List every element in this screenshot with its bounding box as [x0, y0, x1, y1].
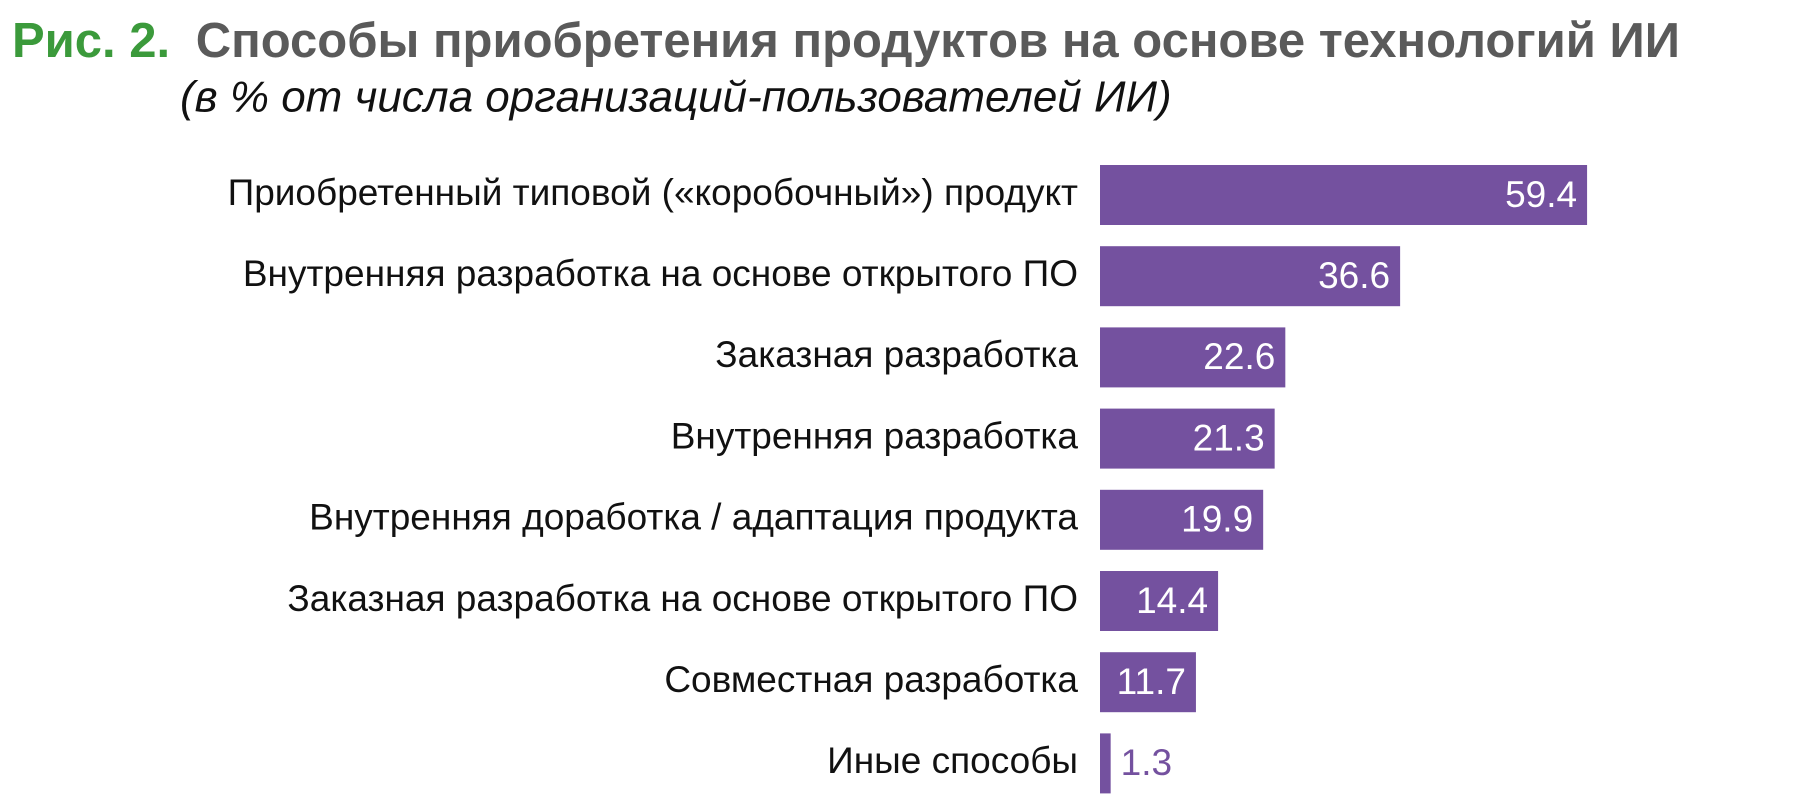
category-label: Совместная разработка — [664, 659, 1078, 700]
value-label: 14.4 — [1136, 580, 1208, 621]
value-label: 36.6 — [1318, 255, 1390, 296]
bar — [1100, 652, 1196, 713]
value-label: 21.3 — [1193, 417, 1265, 458]
category-label: Приобретенный типовой («коробочный») про… — [228, 172, 1078, 213]
bar — [1100, 733, 1111, 794]
chart-title: Способы приобретения продуктов на основе… — [196, 14, 1680, 68]
value-label: 1.3 — [1121, 742, 1172, 783]
bar — [1100, 571, 1219, 631]
chart-subtitle: (в % от числа организаций-пользователей … — [180, 73, 1172, 122]
value-label: 59.4 — [1505, 174, 1577, 215]
bar — [1100, 246, 1401, 307]
bar — [1100, 165, 1588, 225]
value-label: 19.9 — [1181, 499, 1253, 540]
figure-label: Рис. 2. — [12, 14, 170, 68]
title: Рис. 2. Способы приобретения продуктов н… — [12, 14, 1680, 68]
category-label: Иные способы — [827, 740, 1078, 781]
value-label: 22.6 — [1203, 336, 1275, 377]
bar — [1100, 327, 1286, 388]
value-label: 11.7 — [1117, 661, 1186, 702]
category-label: Внутренняя доработка / адаптация продукт… — [309, 497, 1078, 538]
category-label: Заказная разработка на основе открытого … — [287, 578, 1078, 619]
bar — [1100, 408, 1275, 469]
category-label: Заказная разработка — [715, 334, 1078, 375]
category-label: Внутренняя разработка — [671, 415, 1079, 456]
category-label: Внутренняя разработка на основе открытог… — [243, 253, 1078, 294]
bar — [1100, 489, 1264, 550]
